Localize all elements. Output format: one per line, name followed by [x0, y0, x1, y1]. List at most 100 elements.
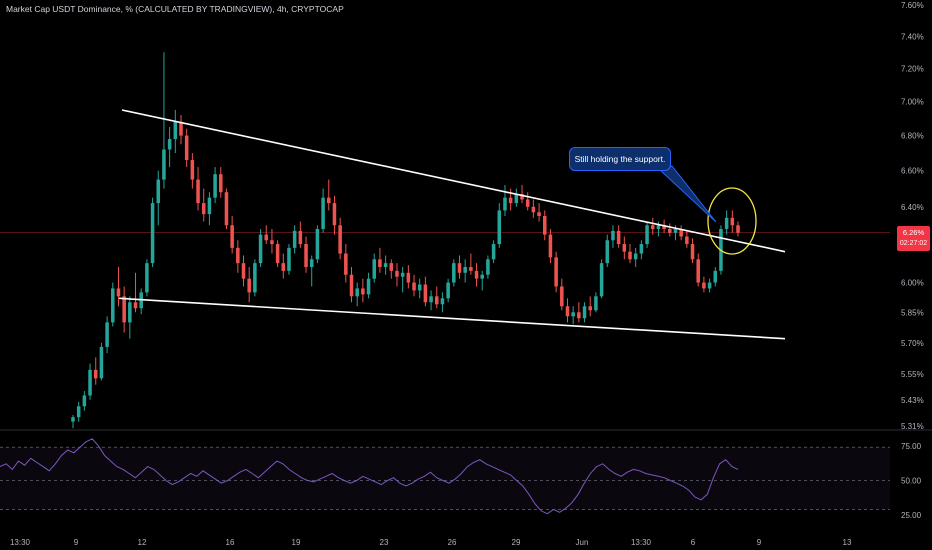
candle: [503, 184, 507, 216]
candle-body: [457, 263, 462, 273]
candle: [423, 276, 428, 307]
candle: [702, 276, 706, 293]
candle-body: [713, 270, 718, 283]
annotation-callout[interactable]: Still holding the support.: [569, 147, 671, 171]
candle-body: [372, 259, 377, 279]
candle: [383, 255, 388, 275]
candle-body: [730, 217, 735, 226]
price-tick-label: 7.20%: [901, 64, 924, 73]
rsi-band: [0, 447, 890, 510]
candle-body: [281, 263, 286, 271]
candle: [76, 401, 81, 422]
candle-body: [315, 229, 320, 260]
last-price-value: 6.26%: [902, 228, 925, 237]
candle-body: [207, 197, 212, 215]
candle: [150, 197, 155, 268]
candle-body: [270, 240, 274, 245]
price-tick-label: 5.43%: [901, 396, 924, 405]
candle: [253, 259, 257, 297]
candle-body: [588, 306, 592, 311]
candle: [514, 188, 519, 207]
candle: [133, 272, 138, 313]
candle-body: [639, 244, 644, 254]
candle: [457, 255, 462, 279]
candle-body: [497, 210, 502, 245]
candle: [611, 225, 615, 248]
candle-body: [309, 259, 314, 268]
candle-body: [571, 312, 575, 317]
candle-body: [469, 267, 473, 271]
candle-body: [560, 286, 564, 307]
candle-body: [474, 270, 479, 279]
candle: [605, 234, 610, 268]
candle-body: [122, 296, 126, 323]
candle: [650, 217, 655, 235]
time-tick-label: 23: [380, 538, 389, 547]
candle: [582, 302, 587, 323]
price-tick-label: 7.00%: [901, 98, 924, 107]
price-tick-label: 5.55%: [901, 370, 924, 379]
callout-pointer: [659, 165, 717, 223]
candle: [679, 225, 683, 241]
price-tick-label: 6.60%: [901, 167, 924, 176]
candle: [207, 192, 212, 226]
candle-body: [668, 229, 672, 233]
candle: [548, 229, 553, 264]
candle: [162, 52, 166, 189]
candle: [344, 244, 348, 283]
candle: [327, 179, 331, 211]
price-tick-label: 6.80%: [901, 132, 924, 141]
candle-body: [247, 278, 251, 293]
candle: [93, 357, 98, 385]
candle-body: [201, 203, 206, 215]
candle-body: [685, 236, 689, 245]
candle-body: [253, 263, 257, 293]
candle-body: [236, 247, 240, 264]
candle: [111, 282, 115, 327]
candle: [685, 230, 689, 248]
candle: [713, 267, 718, 287]
candle: [355, 282, 359, 307]
candle: [264, 225, 269, 245]
candle: [321, 188, 325, 233]
candle-body: [327, 197, 331, 204]
candle: [372, 253, 377, 283]
candle: [128, 296, 132, 339]
candle: [378, 247, 382, 273]
candle: [156, 170, 161, 226]
candle: [304, 236, 308, 273]
candle-body: [628, 251, 632, 260]
candle-body: [542, 215, 547, 235]
last-price-badge: 6.26% 02:27:02: [897, 226, 930, 251]
candle: [440, 292, 445, 313]
candle-body: [622, 244, 627, 252]
candle: [309, 255, 314, 287]
candle: [622, 236, 627, 260]
candle: [525, 192, 530, 211]
candle-body: [582, 306, 587, 319]
candle: [599, 259, 604, 299]
candle: [99, 342, 104, 381]
candle-body: [537, 212, 541, 216]
candle: [434, 286, 439, 309]
time-tick-label: 26: [448, 538, 457, 547]
candle-body: [298, 230, 303, 245]
trendline-lower: [118, 297, 786, 340]
time-tick-label: 12: [138, 538, 147, 547]
candle-body: [173, 121, 178, 140]
price-axis[interactable]: 7.60% 7.40% 7.20% 7.00% 6.80% 6.60% 6.40% 6.00%…: [901, 1, 924, 520]
time-tick-label: 13: [843, 538, 852, 547]
candle-body: [88, 369, 92, 396]
candle: [542, 210, 547, 241]
candle-body: [616, 230, 621, 245]
candle-body: [162, 149, 166, 180]
bar-countdown: 02:27:02: [899, 240, 928, 247]
candle-body: [133, 302, 138, 309]
candle-body: [383, 263, 388, 268]
candle-body: [105, 322, 109, 347]
candle-body: [702, 282, 706, 289]
candle: [645, 221, 649, 248]
candle-body: [71, 417, 75, 422]
price-tick-label: 5.31%: [901, 422, 924, 431]
time-axis[interactable]: 13:30 9 12 16 19 23 26 29 Jun 13:30 6 9 13: [10, 538, 852, 547]
